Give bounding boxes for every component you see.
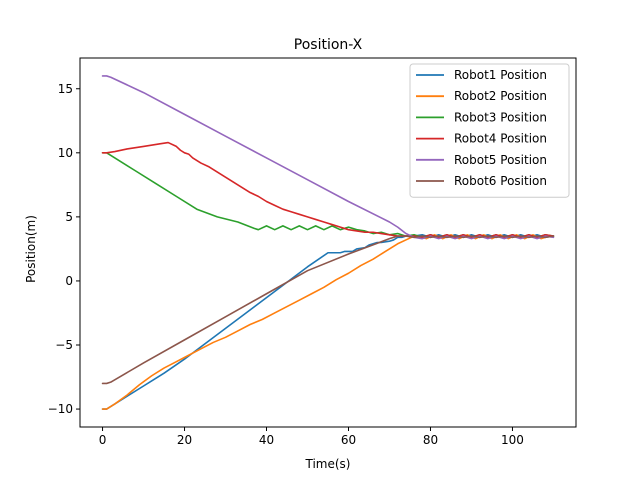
y-tick-label: −5	[55, 338, 73, 352]
chart-title: Position-X	[294, 37, 363, 53]
y-tick-label: 0	[65, 274, 73, 288]
x-tick-label: 60	[341, 433, 356, 447]
x-tick-label: 100	[501, 433, 524, 447]
series-line-robot4	[101, 141, 555, 239]
plot-lines	[101, 75, 555, 410]
legend-label: Robot4 Position	[454, 132, 547, 146]
x-axis-label: Time(s)	[305, 457, 351, 471]
legend: Robot1 Position Robot2 Position Robot3 Pos…	[409, 63, 570, 198]
legend-label: Robot6 Position	[454, 174, 547, 188]
ticks: 0 20 40 60 80 100 −10 −5 0 5 10 15	[48, 82, 524, 447]
legend-label: Robot5 Position	[454, 153, 547, 167]
y-tick-label: −10	[48, 402, 73, 416]
axes	[79, 57, 577, 428]
x-tick-label: 80	[423, 433, 438, 447]
x-tick-label: 40	[259, 433, 274, 447]
legend-label: Robot2 Position	[454, 89, 547, 103]
y-tick-label: 10	[58, 146, 73, 160]
x-tick-label: 20	[177, 433, 192, 447]
legend-label: Robot3 Position	[454, 110, 547, 124]
x-tick-label: 0	[99, 433, 107, 447]
y-tick-label: 15	[58, 82, 73, 96]
series-line-robot6	[101, 235, 555, 385]
plot-frame	[79, 57, 577, 428]
y-tick-label: 5	[65, 210, 73, 224]
y-axis-label: Position(m)	[24, 215, 38, 283]
legend-box	[409, 63, 570, 198]
legend-label: Robot1 Position	[454, 68, 547, 82]
